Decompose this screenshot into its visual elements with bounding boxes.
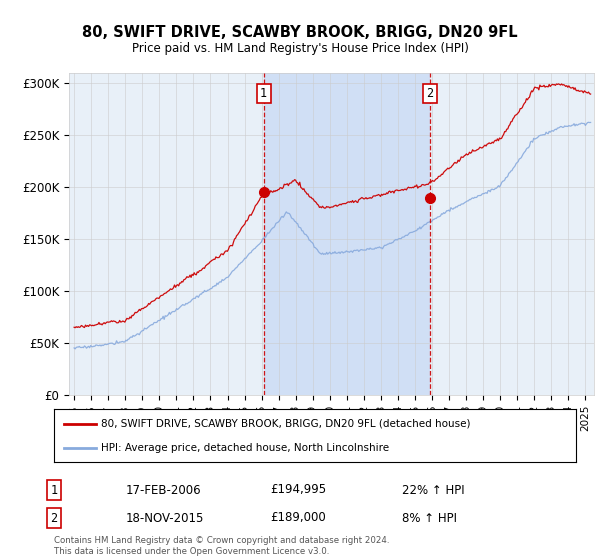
Text: £189,000: £189,000 xyxy=(270,511,326,525)
Text: 2: 2 xyxy=(50,511,58,525)
Text: 1: 1 xyxy=(260,87,267,100)
Text: 8% ↑ HPI: 8% ↑ HPI xyxy=(402,511,457,525)
Text: £194,995: £194,995 xyxy=(270,483,326,497)
Text: Price paid vs. HM Land Registry's House Price Index (HPI): Price paid vs. HM Land Registry's House … xyxy=(131,42,469,55)
Text: 22% ↑ HPI: 22% ↑ HPI xyxy=(402,483,464,497)
Text: 1: 1 xyxy=(50,483,58,497)
Text: HPI: Average price, detached house, North Lincolnshire: HPI: Average price, detached house, Nort… xyxy=(101,443,389,453)
Text: 80, SWIFT DRIVE, SCAWBY BROOK, BRIGG, DN20 9FL (detached house): 80, SWIFT DRIVE, SCAWBY BROOK, BRIGG, DN… xyxy=(101,419,470,429)
Text: 17-FEB-2006: 17-FEB-2006 xyxy=(126,483,202,497)
Text: 2: 2 xyxy=(427,87,434,100)
Text: Contains HM Land Registry data © Crown copyright and database right 2024.
This d: Contains HM Land Registry data © Crown c… xyxy=(54,536,389,556)
Bar xyxy=(263,73,430,395)
Text: 80, SWIFT DRIVE, SCAWBY BROOK, BRIGG, DN20 9FL: 80, SWIFT DRIVE, SCAWBY BROOK, BRIGG, DN… xyxy=(82,25,518,40)
Text: 18-NOV-2015: 18-NOV-2015 xyxy=(126,511,205,525)
